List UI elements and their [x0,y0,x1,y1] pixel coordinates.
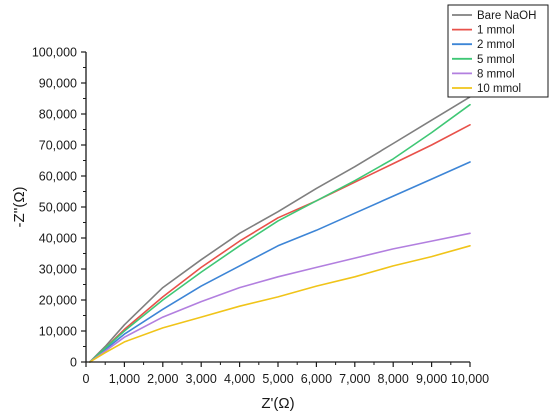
x-tick-label: 6,000 [301,372,332,386]
y-axis-title: -Z''(Ω) [11,186,28,227]
series-line-5 [89,245,471,363]
plot-lines [89,96,471,363]
y-tick-label: 80,000 [39,108,77,122]
y-tick-label: 0 [70,356,77,370]
x-tick-label: 4,000 [224,372,255,386]
x-axis-title: Z'(Ω) [261,395,294,412]
y-ticks: 0 10,000 20,000 30,000 40,000 50,000 60,000 70,… [32,46,86,370]
x-ticks: 0 1,000 2,000 3,000 4,000 5,000 6,000 7,000 8,00… [83,362,489,386]
series-line-2 [89,161,471,363]
series-line-1 [89,124,471,363]
legend-label: 2 mmol [477,39,515,51]
series-line-3 [89,103,471,363]
legend-label: 1 mmol [477,25,515,37]
x-tick-label: 0 [83,372,90,386]
x-tick-label: 5,000 [262,372,293,386]
y-tick-label: 70,000 [39,139,77,153]
x-tick-label: 9,000 [416,372,447,386]
legend-label: 5 mmol [477,54,515,66]
legend-items: Bare NaOH 1 mmol 2 mmol 5 mmol 8 mmol 10 mmol [452,10,536,95]
y-tick-label: 100,000 [32,46,77,60]
x-tick-label: 2,000 [147,372,178,386]
legend-box [447,4,549,98]
y-tick-label: 30,000 [39,263,77,277]
x-tick-label: 3,000 [186,372,217,386]
legend-label: Bare NaOH [477,10,536,22]
legend-label: 8 mmol [477,68,515,80]
legend-label: 10 mmol [477,83,521,95]
y-tick-label: 50,000 [39,201,77,215]
x-tick-label: 7,000 [339,372,370,386]
y-tick-label: 60,000 [39,170,77,184]
y-tick-label: 90,000 [39,77,77,91]
x-tick-label: 8,000 [378,372,409,386]
y-tick-label: 40,000 [39,232,77,246]
y-tick-label: 10,000 [39,325,77,339]
series-line-4 [89,232,471,363]
legend: Bare NaOH 1 mmol 2 mmol 5 mmol 8 mmol 10 mmol [447,4,549,98]
x-tick-label: 1,000 [109,372,140,386]
series-line-0 [89,96,471,363]
x-tick-label: 10,000 [451,372,489,386]
y-tick-label: 20,000 [39,294,77,308]
